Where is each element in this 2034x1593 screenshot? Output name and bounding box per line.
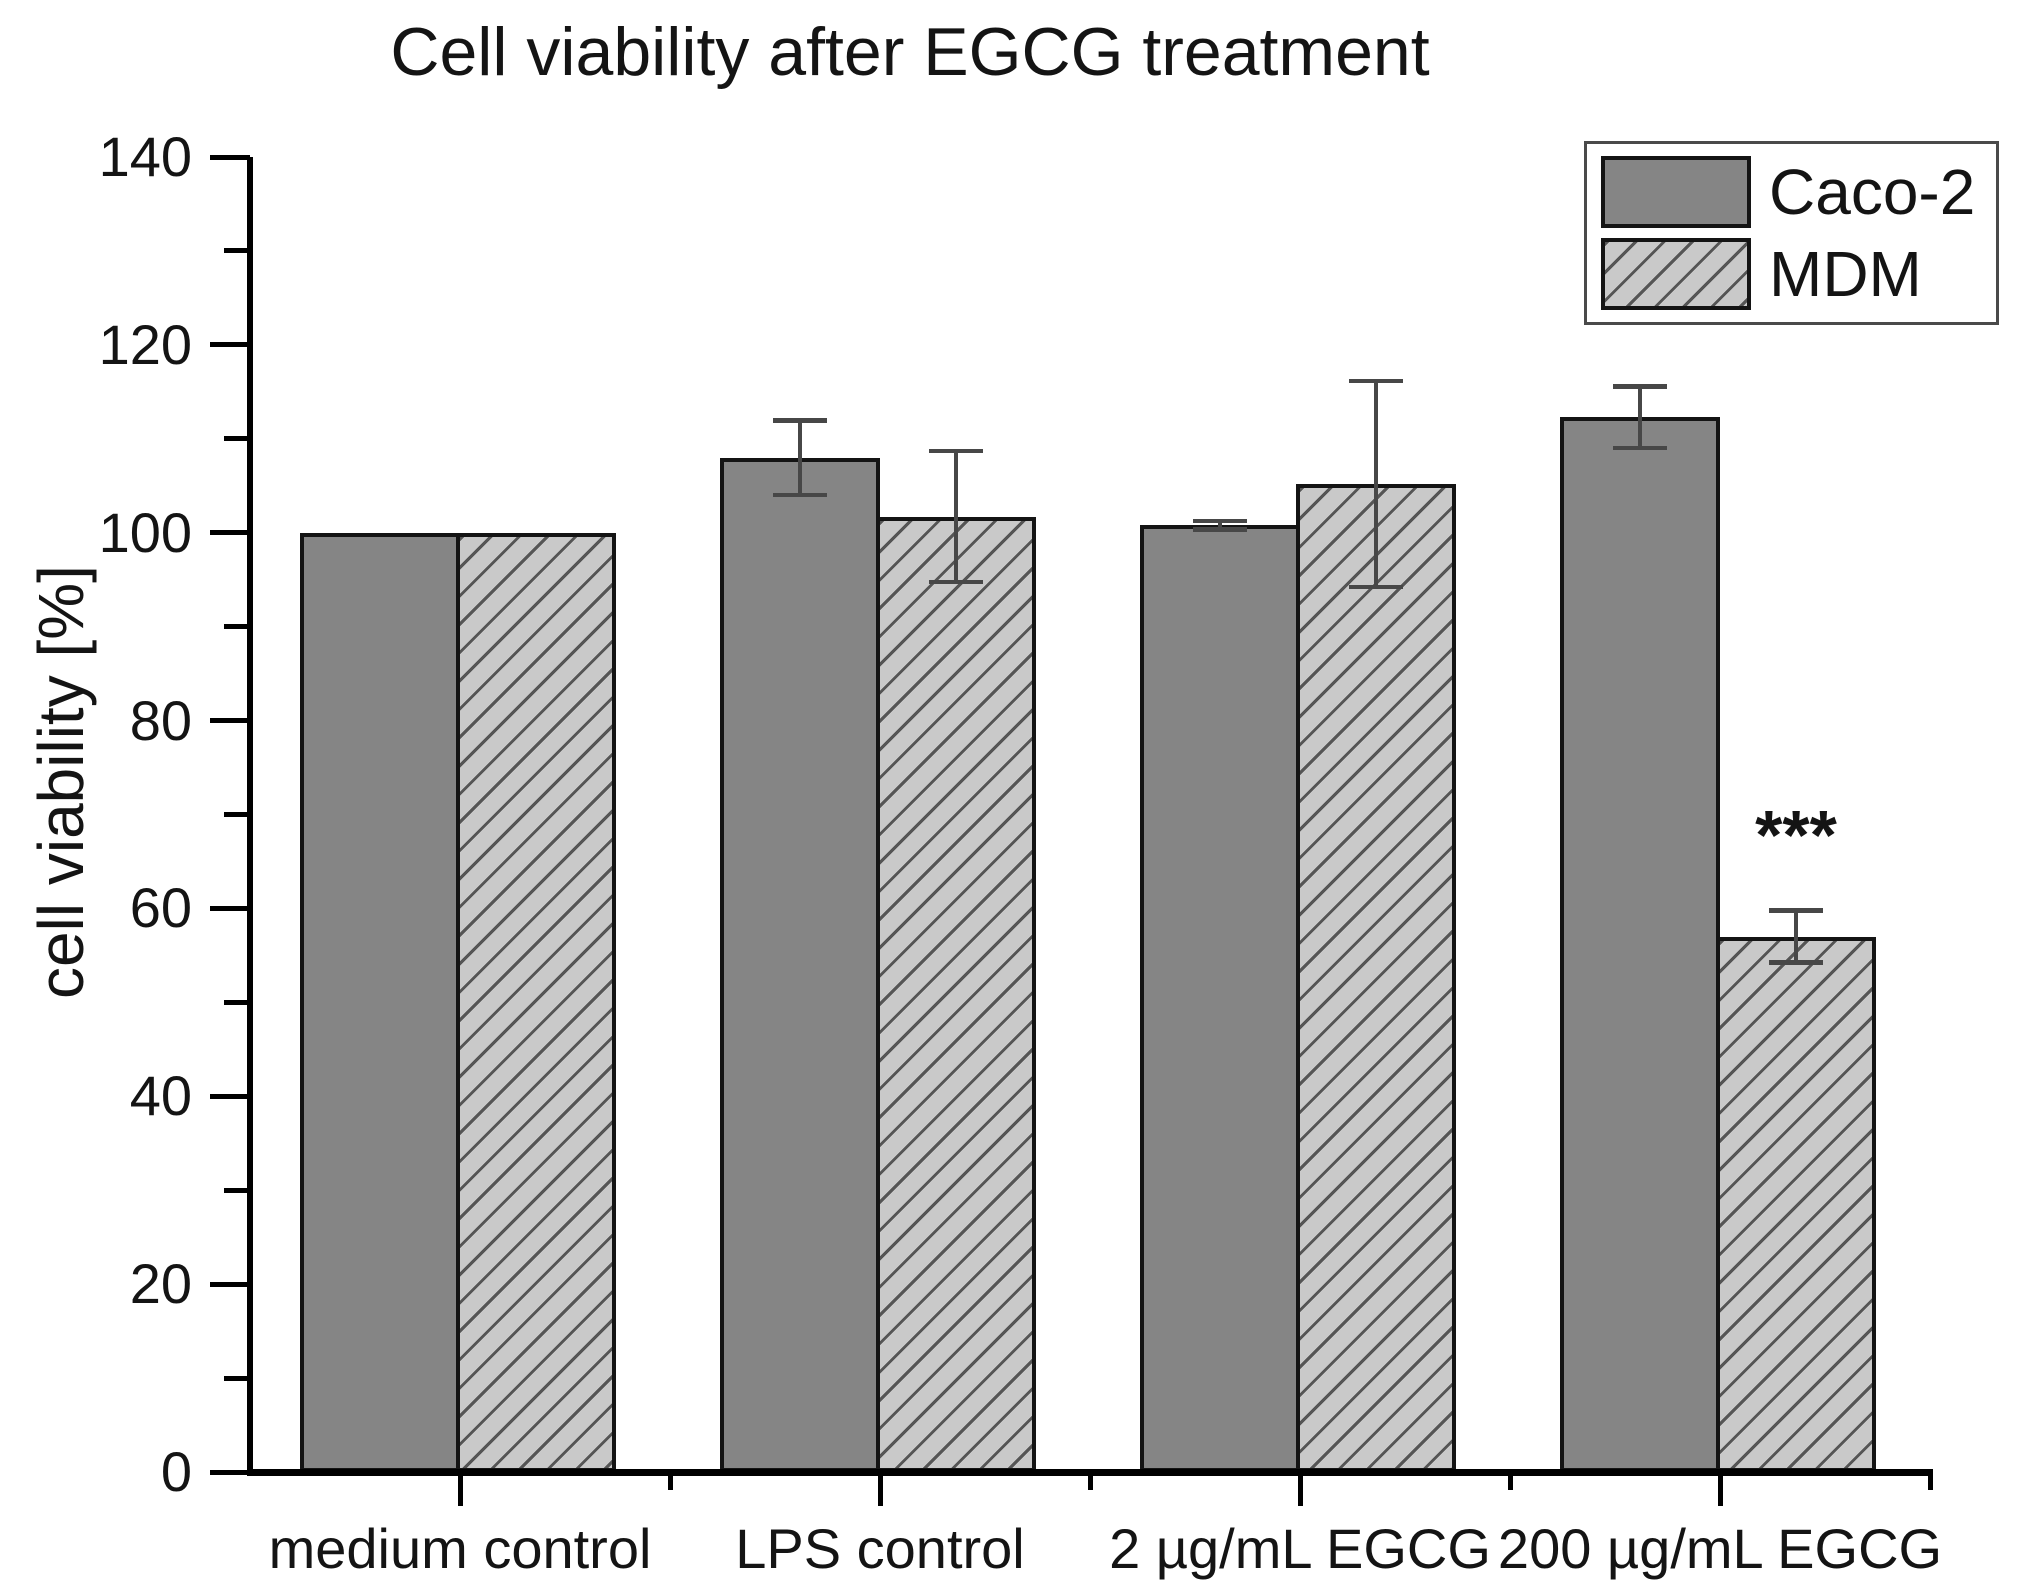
- error-bar-cap: [1349, 584, 1403, 590]
- y-major-tick: [210, 1093, 250, 1099]
- error-bar-cap: [929, 448, 983, 454]
- x-axis-category-label: medium control: [268, 1517, 652, 1580]
- error-bar-stem: [1218, 520, 1222, 530]
- x-minor-tick: [1087, 1472, 1093, 1490]
- y-minor-tick: [224, 248, 250, 254]
- error-bar-cap: [929, 579, 983, 585]
- x-major-tick: [1297, 1472, 1303, 1506]
- error-bar-cap: [1769, 908, 1823, 913]
- y-minor-tick: [224, 1375, 250, 1381]
- error-bar-cap: [773, 418, 827, 423]
- bar-caco-2: [1140, 525, 1300, 1472]
- legend: Caco-2 MDM: [1584, 141, 1999, 325]
- legend-swatch-mdm: [1601, 238, 1751, 310]
- y-tick-label: 100: [98, 500, 192, 564]
- y-major-tick: [210, 154, 250, 160]
- error-bar-cap: [1613, 445, 1667, 451]
- legend-swatch-caco-2: [1601, 156, 1751, 228]
- y-minor-tick: [224, 436, 250, 442]
- error-bar-cap: [1349, 378, 1403, 384]
- legend-label: MDM: [1769, 238, 1922, 310]
- y-major-tick: [210, 718, 250, 724]
- error-bar-stem: [1374, 380, 1378, 588]
- bar-caco-2: [300, 532, 460, 1472]
- bar-mdm: [1716, 936, 1876, 1472]
- legend-item: Caco-2: [1601, 156, 1982, 228]
- error-bar-cap: [773, 492, 827, 498]
- significance-annotation: ***: [1755, 795, 1837, 874]
- error-bar-cap: [1193, 527, 1247, 532]
- y-major-tick: [210, 1281, 250, 1287]
- y-tick-label: 120: [98, 312, 192, 376]
- error-bar-stem: [1638, 386, 1642, 449]
- y-minor-tick: [224, 812, 250, 817]
- y-tick-label: 80: [129, 688, 192, 752]
- y-tick-label: 20: [129, 1252, 192, 1316]
- x-axis-category-label: 200 µg/mL EGCG: [1497, 1517, 1943, 1580]
- y-tick-label: 60: [129, 876, 192, 940]
- legend-item: MDM: [1601, 238, 1982, 310]
- bar-mdm: [1296, 483, 1456, 1472]
- x-axis-category-label: 2 µg/mL EGCG: [1109, 1517, 1491, 1580]
- y-major-tick: [210, 905, 250, 911]
- y-axis-line: [247, 157, 253, 1475]
- y-minor-tick: [224, 999, 250, 1005]
- error-bar-stem: [954, 450, 958, 583]
- error-bar-cap: [1613, 384, 1667, 389]
- x-axis-line: [247, 1468, 1933, 1476]
- y-minor-tick: [224, 624, 250, 630]
- error-bar-cap: [1769, 960, 1823, 965]
- y-tick-label: 0: [160, 1440, 192, 1503]
- y-major-tick: [210, 342, 250, 348]
- x-minor-tick: [667, 1472, 673, 1490]
- x-minor-tick: [1507, 1472, 1513, 1490]
- bar-caco-2: [1560, 417, 1720, 1472]
- y-major-tick: [210, 1469, 250, 1475]
- x-major-tick: [1717, 1472, 1723, 1506]
- y-tick-label: 140: [98, 125, 192, 188]
- bar-mdm: [456, 532, 616, 1472]
- error-bar-stem: [1794, 910, 1798, 963]
- x-minor-tick: [1927, 1472, 1933, 1490]
- y-minor-tick: [224, 1187, 250, 1193]
- legend-label: Caco-2: [1769, 156, 1976, 228]
- y-major-tick: [210, 530, 250, 536]
- y-tick-label: 40: [129, 1064, 192, 1128]
- chart-title: Cell viability after EGCG treatment: [390, 14, 1430, 90]
- bar-caco-2: [720, 457, 880, 1472]
- x-major-tick: [457, 1472, 463, 1506]
- error-bar-stem: [798, 420, 802, 496]
- x-major-tick: [877, 1472, 883, 1506]
- error-bar-cap: [1193, 518, 1247, 523]
- bar-mdm: [876, 516, 1036, 1472]
- x-axis-category-label: LPS control: [735, 1517, 1025, 1580]
